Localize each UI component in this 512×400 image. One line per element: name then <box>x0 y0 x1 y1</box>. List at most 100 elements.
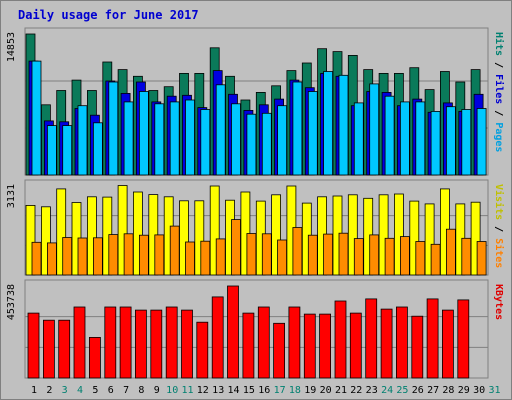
bar-pages-day-25 <box>399 101 410 176</box>
day-label-30: 30 <box>473 385 485 396</box>
day-label-24: 24 <box>381 385 393 396</box>
day-label-17: 17 <box>274 385 286 396</box>
bar-visits-day-7 <box>117 185 128 276</box>
bar-kbytes-day-22 <box>349 312 362 379</box>
bar-sites-day-13 <box>215 238 226 276</box>
legend-entry-visits: Visits <box>493 184 505 220</box>
bar-kbytes-day-26 <box>411 315 424 379</box>
bar-pages-day-1 <box>31 60 42 176</box>
bar-pages-day-9 <box>154 103 165 176</box>
day-label-15: 15 <box>243 385 255 396</box>
bar-sites-day-19 <box>307 234 318 276</box>
bar-sites-day-10 <box>169 225 180 276</box>
bar-pages-day-11 <box>185 99 195 176</box>
bar-kbytes-day-7 <box>119 306 132 379</box>
bar-visits-day-12 <box>194 200 205 276</box>
bar-pages-day-14 <box>231 103 241 176</box>
bar-kbytes-day-4 <box>73 306 86 379</box>
bar-kbytes-day-13 <box>211 296 224 379</box>
legend-separator: / <box>493 220 504 238</box>
bar-visits-day-27 <box>424 203 435 276</box>
panel-hits-files-pages-max-label: 14853 <box>6 32 17 62</box>
day-label-2: 2 <box>46 385 52 396</box>
bar-sites-day-11 <box>185 241 195 276</box>
bar-sites-day-24 <box>384 237 395 276</box>
legend-entry-kbytes: KBytes <box>493 284 504 320</box>
day-label-5: 5 <box>92 385 98 396</box>
bar-kbytes-day-1 <box>27 312 40 379</box>
bar-sites-day-15 <box>246 233 257 276</box>
bar-kbytes-day-21 <box>334 300 347 379</box>
bar-pages-day-10 <box>169 101 180 176</box>
bar-kbytes-day-3 <box>58 319 71 379</box>
bar-pages-day-15 <box>246 113 257 176</box>
bar-pages-day-5 <box>93 122 103 176</box>
bar-pages-day-29 <box>461 109 472 176</box>
bar-sites-day-17 <box>277 239 288 276</box>
day-label-19: 19 <box>304 385 316 396</box>
bar-pages-day-7 <box>123 101 134 176</box>
bar-sites-day-12 <box>200 240 211 276</box>
panel-kbytes-legend: KBytes <box>493 284 504 320</box>
bar-sites-day-1 <box>31 241 42 276</box>
day-label-4: 4 <box>77 385 83 396</box>
panel-visits-sites-legend: Visits / Sites <box>493 184 505 268</box>
bar-pages-day-12 <box>200 109 211 176</box>
bar-pages-day-2 <box>47 125 57 176</box>
day-label-14: 14 <box>227 385 239 396</box>
legend-entry-hits: Hits <box>493 32 505 56</box>
bar-kbytes-day-18 <box>288 306 301 379</box>
bar-sites-day-29 <box>461 237 472 276</box>
day-label-9: 9 <box>154 385 160 396</box>
bar-pages-day-28 <box>445 106 456 176</box>
bar-visits-day-25 <box>393 193 404 276</box>
bar-sites-day-16 <box>261 233 272 276</box>
bar-kbytes-day-28 <box>441 309 454 379</box>
day-label-22: 22 <box>350 385 362 396</box>
bar-kbytes-day-8 <box>134 309 147 379</box>
bar-pages-day-18 <box>292 81 303 176</box>
bar-sites-day-30 <box>476 241 487 276</box>
legend-entry-pages: Pages <box>493 122 504 152</box>
bar-kbytes-day-15 <box>242 312 255 379</box>
bar-kbytes-day-2 <box>43 319 55 379</box>
bar-kbytes-day-16 <box>257 306 270 379</box>
bar-pages-day-21 <box>338 74 349 176</box>
bar-pages-day-16 <box>261 112 272 176</box>
day-label-29: 29 <box>458 385 470 396</box>
bar-pages-day-22 <box>353 102 364 176</box>
bar-sites-day-3 <box>62 237 73 276</box>
bar-pages-day-3 <box>62 125 73 176</box>
legend-separator: / <box>493 104 504 122</box>
bar-kbytes-day-9 <box>150 309 163 379</box>
bar-kbytes-day-27 <box>426 298 439 379</box>
day-label-31: 31 <box>488 385 500 396</box>
bar-pages-day-19 <box>307 91 318 176</box>
bar-sites-day-25 <box>399 236 410 276</box>
bar-kbytes-day-6 <box>104 306 117 379</box>
bar-kbytes-day-17 <box>273 322 286 379</box>
bar-sites-day-22 <box>353 238 364 276</box>
day-label-3: 3 <box>62 385 68 396</box>
day-label-11: 11 <box>181 385 193 396</box>
panel-hits-files-pages-legend: Hits / Files / Pages <box>493 32 505 152</box>
bar-pages-day-30 <box>476 108 487 176</box>
bar-visits-day-5 <box>87 196 97 276</box>
bar-pages-day-4 <box>77 105 88 176</box>
panel-kbytes-background <box>24 279 489 379</box>
legend-entry-sites: Sites <box>493 238 505 268</box>
bar-sites-day-7 <box>123 233 134 276</box>
bar-sites-day-5 <box>93 237 103 276</box>
legend-separator: / <box>493 56 504 74</box>
bar-kbytes-day-11 <box>181 309 193 379</box>
bar-pages-day-27 <box>430 111 441 176</box>
bar-kbytes-day-20 <box>319 313 332 379</box>
bar-sites-day-26 <box>415 241 426 276</box>
day-label-21: 21 <box>335 385 347 396</box>
day-label-27: 27 <box>427 385 439 396</box>
bar-pages-day-8 <box>138 91 149 176</box>
day-label-12: 12 <box>197 385 209 396</box>
day-label-23: 23 <box>366 385 378 396</box>
bar-sites-day-8 <box>138 234 149 276</box>
bar-kbytes-day-10 <box>165 306 178 379</box>
